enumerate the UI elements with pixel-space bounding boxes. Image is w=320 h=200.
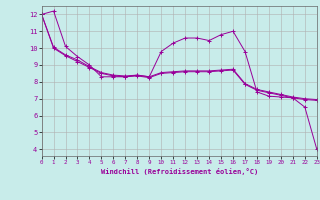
X-axis label: Windchill (Refroidissement éolien,°C): Windchill (Refroidissement éolien,°C)	[100, 168, 258, 175]
